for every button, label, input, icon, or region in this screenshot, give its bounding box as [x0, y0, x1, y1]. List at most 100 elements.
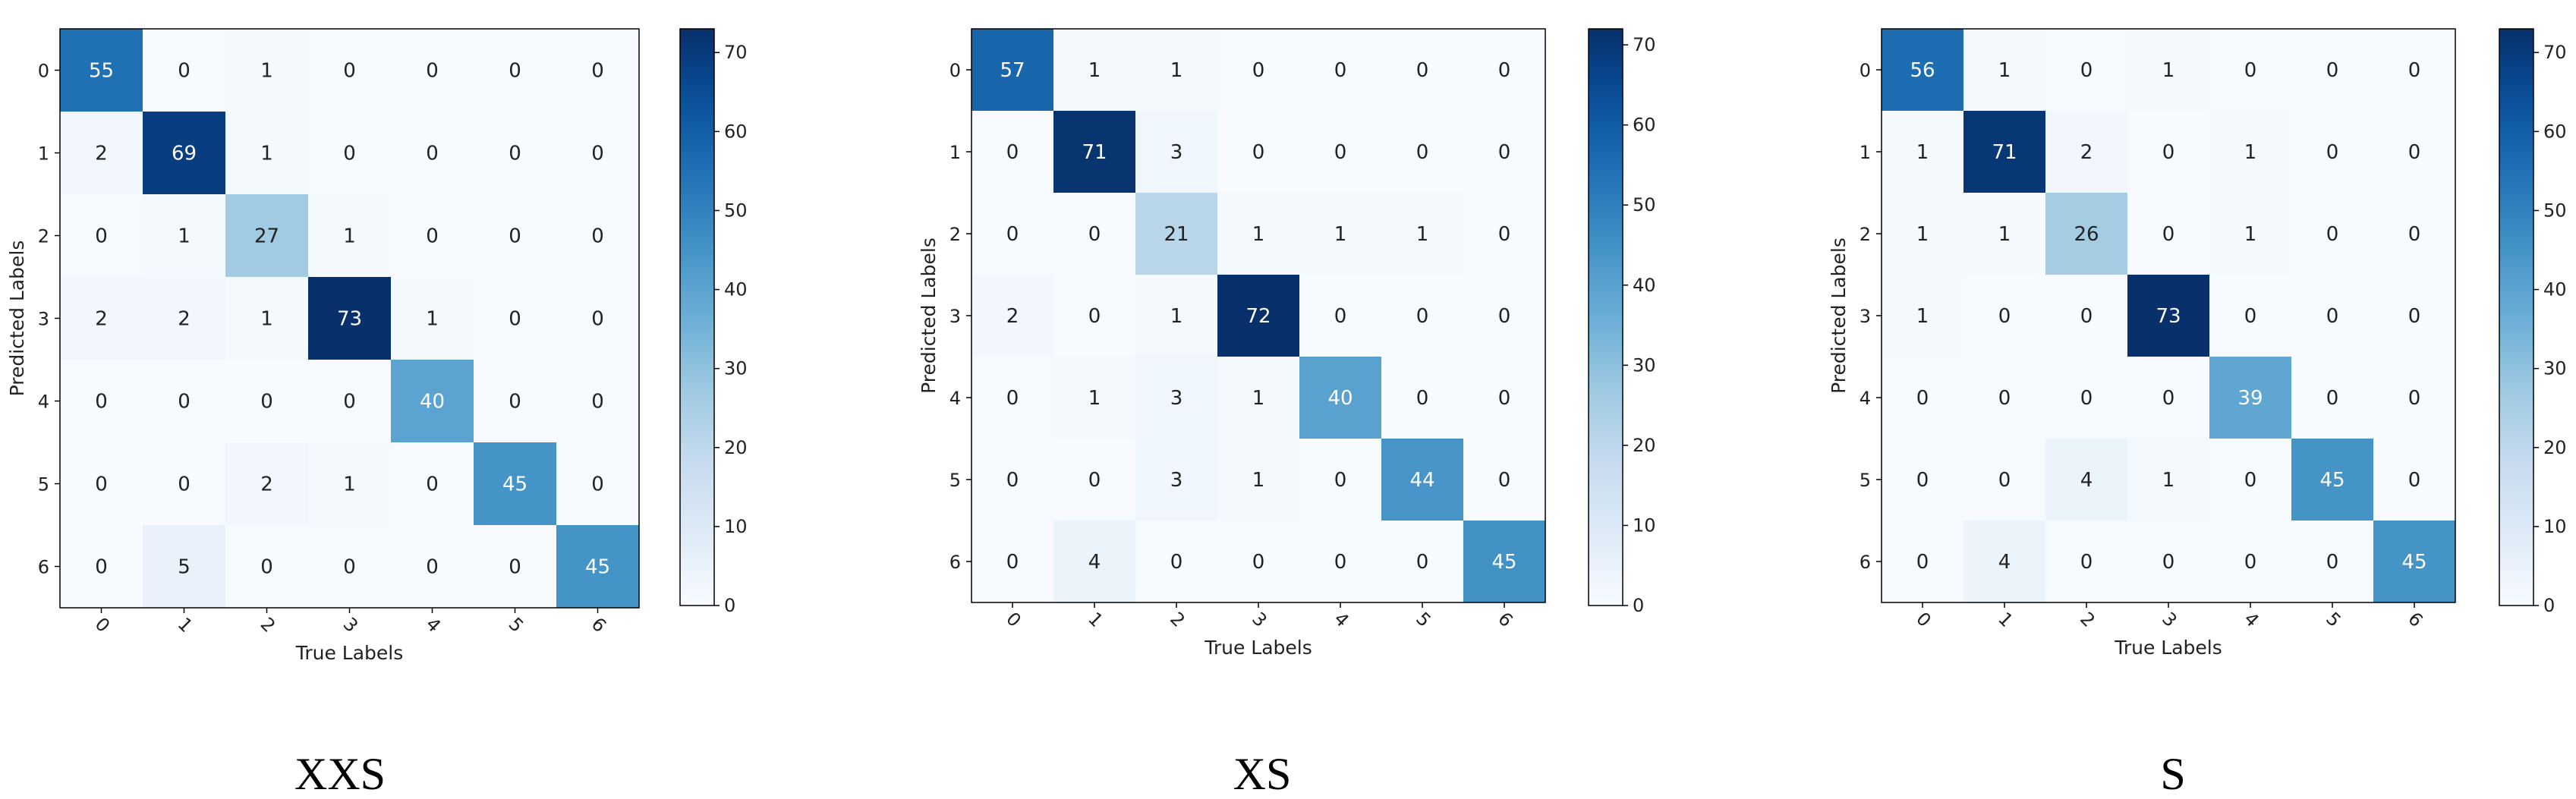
heatmap-cell-r6-c2 — [2045, 521, 2127, 602]
heatmap-cell-r2-c3 — [1217, 193, 1299, 275]
colorbar-tick-label-5: 50 — [2543, 200, 2567, 221]
cell-value-r3-c4: 0 — [2244, 305, 2257, 328]
heatmap-cell-r1-c3 — [308, 112, 391, 194]
heatmap-cell-r0-c3 — [1217, 29, 1299, 111]
cell-value-r3-c3: 72 — [1245, 305, 1271, 328]
heatmap-cell-r6-c3 — [1217, 521, 1299, 602]
y-tick-label-0: 0 — [38, 61, 49, 82]
heatmap-cell-r1-c0 — [1882, 111, 1963, 193]
cell-value-r2-c3: 0 — [2162, 223, 2175, 246]
cell-value-r3-c2: 0 — [2080, 305, 2093, 328]
heatmap-cell-r1-c0 — [60, 112, 143, 194]
cell-value-r0-c0: 57 — [1000, 59, 1025, 82]
heatmap-cell-r2-c2 — [2045, 193, 2127, 275]
cell-value-r3-c0: 2 — [1006, 305, 1019, 328]
cell-value-r6-c0: 0 — [95, 556, 108, 579]
cell-value-r5-c3: 1 — [1252, 469, 1265, 492]
heatmap-cell-r3-c6 — [1463, 275, 1545, 357]
x-tick-label-1: 1 — [1994, 608, 2017, 631]
cell-value-r6-c3: 0 — [343, 556, 356, 579]
cell-value-r1-c4: 0 — [1334, 141, 1347, 164]
heatmap-cell-r2-c3 — [308, 194, 391, 277]
cell-value-r5-c5: 45 — [2319, 469, 2345, 492]
cell-value-r1-c3: 0 — [1252, 141, 1265, 164]
heatmap-cell-r6-c5 — [2291, 521, 2373, 602]
colorbar-tick-label-6: 60 — [724, 121, 748, 142]
heatmap-cell-r6-c6 — [1463, 521, 1545, 602]
heatmap-cell-r5-c3 — [2127, 439, 2209, 521]
heatmap-cell-r5-c3 — [308, 442, 391, 525]
heatmap-cell-r6-c4 — [391, 525, 474, 608]
cell-value-r6-c3: 0 — [2162, 551, 2175, 574]
cell-value-r2-c6: 0 — [591, 225, 604, 248]
cell-value-r0-c3: 1 — [2162, 59, 2175, 82]
heatmap-cell-r1-c1 — [1963, 111, 2045, 193]
cell-value-r0-c1: 1 — [1998, 59, 2011, 82]
heatmap-cell-r1-c6 — [2373, 111, 2455, 193]
heatmap-cell-r5-c2 — [1135, 439, 1217, 521]
heatmap-cell-r0-c4 — [1299, 29, 1381, 111]
heatmap-cell-r5-c3 — [1217, 439, 1299, 521]
heatmap-cell-r5-c4 — [2209, 439, 2291, 521]
heatmap-cell-r3-c5 — [474, 277, 556, 360]
heatmap-cell-r0-c5 — [474, 29, 556, 112]
x-tick-label-0: 0 — [91, 613, 115, 637]
cell-value-r0-c0: 55 — [89, 60, 114, 83]
heatmap-cell-r2-c1 — [1053, 193, 1135, 275]
heatmap-cell-r5-c0 — [1882, 439, 1963, 521]
heatmap-cell-r0-c0 — [60, 29, 143, 112]
cell-value-r6-c6: 45 — [585, 556, 610, 579]
colorbar-tick-label-5: 50 — [724, 200, 748, 221]
heatmap-cell-r6-c1 — [1963, 521, 2045, 602]
heatmap-cell-r6-c0 — [60, 525, 143, 608]
cell-value-r5-c4: 0 — [426, 473, 439, 496]
y-axis-label: Predicted Labels — [1828, 237, 1850, 394]
cell-value-r0-c6: 0 — [591, 60, 604, 83]
y-tick-label-3: 3 — [1860, 306, 1871, 327]
cell-value-r3-c4: 0 — [1334, 305, 1347, 328]
heatmap-cell-r3-c1 — [143, 277, 225, 360]
colorbar-tick-label-1: 10 — [2543, 516, 2567, 537]
heatmap-cell-r3-c3 — [308, 277, 391, 360]
heatmap-cell-r0-c3 — [308, 29, 391, 112]
heatmap-cell-r4-c4 — [2209, 357, 2291, 439]
caption-s: S — [2160, 749, 2185, 799]
cell-value-r1-c2: 2 — [2080, 141, 2093, 164]
cell-value-r5-c0: 0 — [1006, 469, 1019, 492]
x-tick-label-0: 0 — [1002, 608, 1025, 631]
colorbar-tick-label-3: 30 — [2543, 358, 2567, 379]
heatmap-cell-r5-c6 — [1463, 439, 1545, 521]
y-tick-label-1: 1 — [949, 142, 961, 163]
cell-value-r1-c2: 1 — [260, 143, 273, 165]
cell-value-r1-c6: 0 — [1498, 141, 1511, 164]
heatmap-cell-r0-c1 — [143, 29, 225, 112]
cell-value-r2-c3: 1 — [343, 225, 356, 248]
heatmap-cell-r6-c6 — [556, 525, 639, 608]
cell-value-r6-c3: 0 — [1252, 551, 1265, 574]
heatmap-cell-r6-c0 — [1882, 521, 1963, 602]
cell-value-r5-c2: 4 — [2080, 469, 2093, 492]
cell-value-r5-c3: 1 — [2162, 469, 2175, 492]
heatmap-cell-r2-c5 — [474, 194, 556, 277]
cell-value-r0-c6: 0 — [1498, 59, 1511, 82]
cell-value-r5-c6: 0 — [1498, 469, 1511, 492]
heatmap-cell-r1-c4 — [391, 112, 474, 194]
heatmap-cell-r3-c5 — [1381, 275, 1463, 357]
y-tick-label-2: 2 — [1860, 224, 1871, 245]
cell-value-r5-c4: 0 — [2244, 469, 2257, 492]
cell-value-r3-c4: 1 — [426, 308, 439, 331]
heatmap-cell-r5-c4 — [1299, 439, 1381, 521]
cell-value-r0-c4: 0 — [2244, 59, 2257, 82]
colorbar — [1588, 28, 1623, 606]
heatmap-cell-r1-c1 — [1053, 111, 1135, 193]
cell-value-r2-c4: 1 — [2244, 223, 2257, 246]
heatmap-cell-r5-c2 — [2045, 439, 2127, 521]
colorbar-tick-label-0: 0 — [2543, 595, 2555, 616]
heatmap-cell-r4-c0 — [60, 360, 143, 442]
heatmap-cell-r3-c0 — [972, 275, 1053, 357]
cell-value-r6-c5: 0 — [2326, 551, 2339, 574]
cell-value-r4-c0: 0 — [95, 391, 108, 414]
heatmap-cell-r0-c6 — [1463, 29, 1545, 111]
cell-value-r3-c5: 0 — [1416, 305, 1429, 328]
cell-value-r1-c5: 0 — [509, 143, 521, 165]
